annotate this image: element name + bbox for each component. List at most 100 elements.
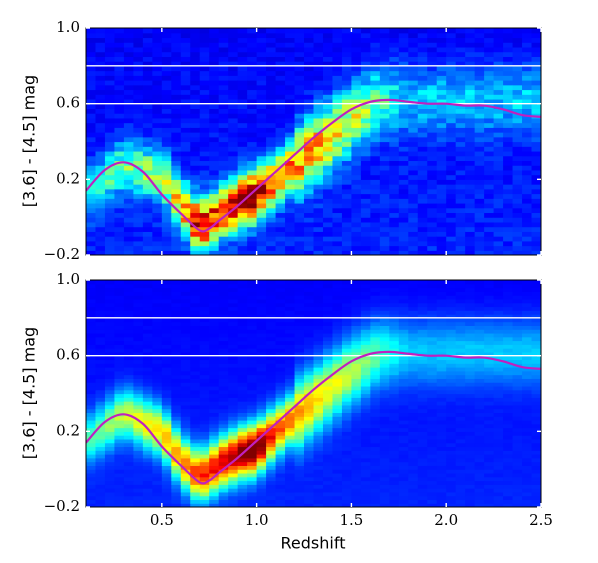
heat-cell	[285, 446, 296, 451]
heat-cell	[294, 98, 305, 105]
heat-cell	[190, 385, 201, 391]
heat-cell	[484, 336, 495, 342]
heat-cell	[313, 503, 324, 507]
heat-cell	[474, 321, 485, 326]
heat-cell	[86, 236, 97, 242]
heat-cell	[417, 28, 428, 34]
heat-cell	[351, 385, 362, 391]
heat-cell	[199, 317, 210, 323]
heat-cell	[180, 146, 191, 152]
heat-cell	[104, 302, 116, 308]
heat-cell	[266, 503, 277, 507]
heat-cell	[294, 103, 305, 109]
heat-cell	[218, 503, 229, 507]
heat-cell	[247, 416, 258, 421]
heat-cell	[322, 202, 334, 209]
heat-cell	[161, 283, 172, 289]
heat-cell	[417, 221, 428, 228]
heat-cell	[86, 348, 97, 353]
heat-cell	[446, 108, 457, 114]
heat-cell	[247, 212, 258, 218]
heat-cell	[152, 136, 163, 143]
heat-cell	[256, 488, 267, 493]
heat-cell	[332, 141, 343, 147]
heat-cell	[228, 98, 239, 105]
heat-cell	[351, 217, 362, 223]
heat-cell	[247, 503, 258, 507]
heat-cell	[455, 488, 466, 493]
heat-cell	[493, 160, 504, 166]
heat-cell	[256, 454, 267, 459]
heat-cell	[247, 495, 258, 501]
heat-cell	[171, 127, 182, 133]
heat-cell	[408, 427, 419, 432]
heat-cell	[370, 184, 381, 190]
heat-cell	[133, 221, 144, 228]
heat-cell	[493, 94, 504, 100]
heat-cell	[322, 141, 334, 147]
heat-cell	[209, 298, 220, 304]
heat-cell	[190, 412, 201, 417]
heat-cell	[313, 378, 324, 383]
heat-cell	[218, 427, 229, 432]
heat-cell	[95, 155, 106, 162]
heat-cell	[389, 348, 400, 353]
heat-cell	[417, 217, 428, 223]
heat-cell	[180, 472, 191, 478]
heat-cell	[531, 117, 541, 124]
heat-cell	[237, 32, 248, 39]
heat-cell	[304, 355, 315, 361]
heat-cell	[123, 32, 134, 39]
heat-cell	[171, 80, 182, 86]
heat-cell	[294, 280, 305, 285]
heat-cell	[180, 321, 191, 326]
heat-cell	[455, 80, 466, 86]
heat-cell	[256, 245, 267, 251]
heat-cell	[484, 179, 495, 185]
heat-cell	[417, 46, 428, 53]
heat-cell	[341, 461, 353, 466]
heat-cell	[123, 169, 134, 176]
heat-cell	[436, 207, 447, 214]
heat-cell	[228, 348, 239, 353]
heat-cell	[427, 240, 438, 247]
heat-cell	[199, 419, 210, 425]
heat-cell	[455, 184, 466, 190]
heat-cell	[199, 367, 210, 372]
heat-cell	[247, 461, 258, 466]
heat-cell	[104, 184, 116, 190]
heat-cell	[503, 202, 514, 209]
heat-cell	[104, 132, 116, 138]
heat-cell	[114, 450, 125, 455]
heat-cell	[446, 136, 457, 143]
heat-cell	[104, 469, 116, 474]
heat-cell	[493, 401, 504, 406]
heat-cell	[332, 438, 343, 444]
heat-cell	[180, 70, 191, 76]
heat-cell	[180, 295, 191, 300]
heat-cell	[199, 491, 210, 497]
heat-cell	[417, 446, 428, 451]
heat-cell	[417, 408, 428, 414]
heat-cell	[142, 457, 153, 463]
heat-cell	[275, 329, 286, 334]
heat-cell	[379, 423, 390, 429]
heat-cell	[379, 188, 390, 195]
heat-cell	[417, 351, 428, 357]
heat-cell	[474, 370, 485, 376]
heat-cell	[427, 146, 438, 152]
heat-cell	[171, 469, 182, 474]
heat-cell	[398, 113, 409, 119]
heat-cell	[180, 165, 191, 171]
heat-cell	[531, 61, 541, 67]
heat-cell	[398, 193, 409, 199]
heat-cell	[123, 103, 134, 109]
heat-cell	[161, 193, 172, 199]
heat-cell	[389, 491, 400, 497]
heat-cell	[465, 340, 476, 345]
heat-cell	[379, 457, 390, 463]
heat-cell	[512, 28, 523, 34]
heat-cell	[237, 89, 248, 95]
heat-cell	[275, 317, 286, 323]
heat-cell	[256, 94, 267, 100]
